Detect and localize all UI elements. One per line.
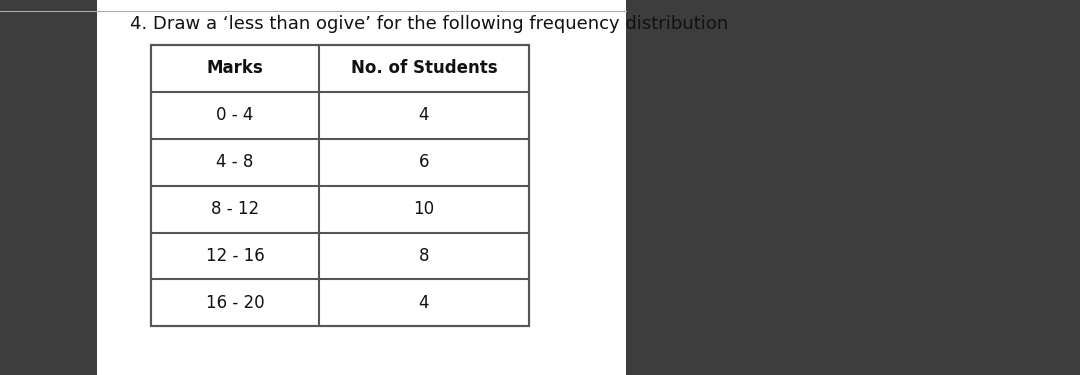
Bar [0,0,97,375]
Text: Marks: Marks [206,59,264,78]
Text: 8 - 12: 8 - 12 [211,200,259,218]
Text: 6: 6 [419,153,429,171]
Text: 0 - 4: 0 - 4 [216,106,254,124]
Text: 12 - 16: 12 - 16 [205,247,265,265]
Text: 4. Draw a ‘less than ogive’ for the following frequency distribution: 4. Draw a ‘less than ogive’ for the foll… [130,15,728,33]
Text: 4: 4 [419,106,429,124]
FancyBboxPatch shape [151,45,529,326]
Bar [626,0,1080,375]
Text: 4 - 8: 4 - 8 [216,153,254,171]
Text: 4: 4 [419,294,429,312]
Text: No. of Students: No. of Students [351,59,497,78]
Text: 16 - 20: 16 - 20 [205,294,265,312]
Text: 8: 8 [419,247,429,265]
Text: 10: 10 [414,200,434,218]
